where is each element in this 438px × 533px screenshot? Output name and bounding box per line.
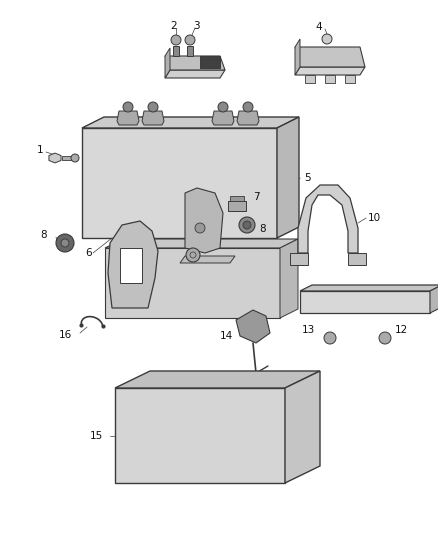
Polygon shape bbox=[115, 371, 320, 388]
Text: 1: 1 bbox=[37, 145, 44, 155]
Polygon shape bbox=[300, 291, 430, 313]
Polygon shape bbox=[62, 156, 73, 160]
Circle shape bbox=[239, 217, 255, 233]
Polygon shape bbox=[165, 70, 225, 78]
Polygon shape bbox=[290, 253, 308, 265]
Polygon shape bbox=[295, 47, 365, 67]
Text: 9: 9 bbox=[203, 242, 210, 252]
Polygon shape bbox=[142, 111, 164, 125]
Text: 3: 3 bbox=[193, 21, 200, 31]
Circle shape bbox=[171, 35, 181, 45]
Circle shape bbox=[123, 102, 133, 112]
Bar bbox=[228, 201, 246, 211]
Text: 12: 12 bbox=[395, 325, 408, 335]
Polygon shape bbox=[345, 75, 355, 83]
Text: 14: 14 bbox=[220, 331, 233, 341]
Polygon shape bbox=[120, 248, 142, 283]
Circle shape bbox=[61, 239, 69, 247]
Polygon shape bbox=[305, 75, 315, 83]
Circle shape bbox=[71, 154, 79, 162]
Bar bbox=[230, 196, 244, 201]
Circle shape bbox=[218, 102, 228, 112]
Circle shape bbox=[195, 223, 205, 233]
Text: 7: 7 bbox=[253, 192, 260, 202]
Circle shape bbox=[243, 221, 251, 229]
Circle shape bbox=[324, 332, 336, 344]
Circle shape bbox=[243, 102, 253, 112]
Polygon shape bbox=[105, 248, 280, 318]
Polygon shape bbox=[236, 310, 270, 343]
Text: 13: 13 bbox=[302, 325, 315, 335]
Polygon shape bbox=[280, 239, 298, 318]
Polygon shape bbox=[300, 285, 438, 291]
Text: 15: 15 bbox=[90, 431, 103, 441]
Text: 4: 4 bbox=[315, 22, 321, 32]
Text: 8: 8 bbox=[40, 230, 47, 240]
Polygon shape bbox=[285, 371, 320, 483]
Text: 8: 8 bbox=[259, 224, 265, 234]
Polygon shape bbox=[325, 75, 335, 83]
Polygon shape bbox=[165, 48, 170, 78]
Circle shape bbox=[185, 35, 195, 45]
Polygon shape bbox=[430, 285, 438, 313]
Polygon shape bbox=[200, 56, 220, 68]
Circle shape bbox=[379, 332, 391, 344]
Text: 6: 6 bbox=[85, 248, 92, 258]
Polygon shape bbox=[165, 56, 225, 70]
Polygon shape bbox=[185, 188, 223, 253]
Text: 5: 5 bbox=[304, 173, 311, 183]
Polygon shape bbox=[298, 185, 358, 253]
Text: 10: 10 bbox=[368, 213, 381, 223]
Polygon shape bbox=[187, 46, 193, 56]
Polygon shape bbox=[348, 253, 366, 265]
Circle shape bbox=[148, 102, 158, 112]
Polygon shape bbox=[237, 111, 259, 125]
Text: 2: 2 bbox=[170, 21, 177, 31]
Polygon shape bbox=[82, 128, 277, 238]
Polygon shape bbox=[295, 67, 365, 75]
Polygon shape bbox=[108, 221, 158, 308]
Circle shape bbox=[56, 234, 74, 252]
Polygon shape bbox=[173, 46, 179, 56]
Polygon shape bbox=[295, 39, 300, 75]
Polygon shape bbox=[115, 388, 285, 483]
Polygon shape bbox=[117, 111, 139, 125]
Polygon shape bbox=[212, 111, 234, 125]
Polygon shape bbox=[105, 239, 298, 248]
Circle shape bbox=[186, 248, 200, 262]
Polygon shape bbox=[277, 117, 299, 238]
Text: 16: 16 bbox=[59, 330, 72, 340]
Polygon shape bbox=[82, 117, 299, 128]
Polygon shape bbox=[49, 153, 61, 163]
Polygon shape bbox=[180, 256, 235, 263]
Circle shape bbox=[322, 34, 332, 44]
